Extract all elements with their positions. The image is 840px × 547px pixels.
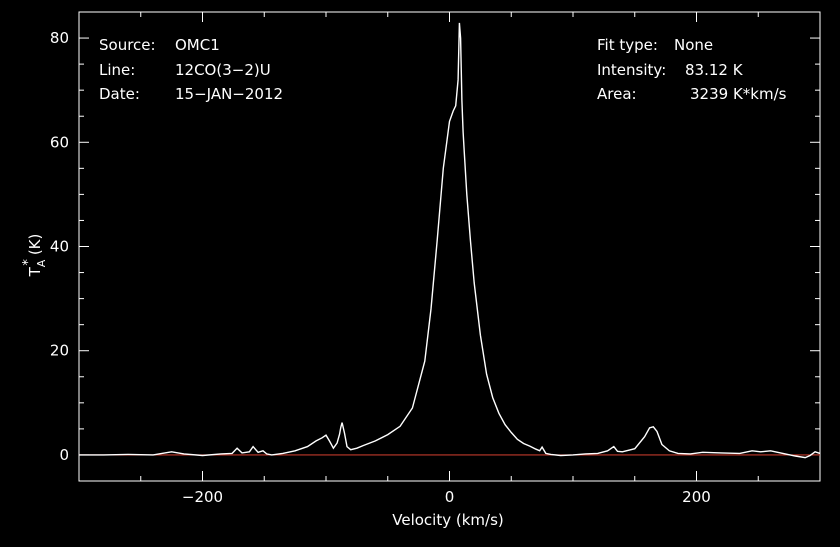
info-date-label: Date:: [99, 85, 140, 103]
y-tick-label: 20: [50, 342, 69, 360]
info-left: Source: OMC1 Line: 12CO(3−2)U Date: 15−J…: [99, 36, 283, 103]
y-tick-label: 80: [50, 29, 69, 47]
y-axis-ticks: 0 20 40 60 80: [50, 11, 820, 464]
svg-text:TA*(K): TA* (K): [21, 234, 48, 278]
y-axis-label-subscript: A: [35, 259, 48, 267]
x-tick-label: −200: [182, 488, 223, 506]
y-tick-label: 0: [59, 446, 69, 464]
y-axis-label-unit: (K): [26, 234, 44, 256]
y-axis-label-main: T: [26, 266, 44, 277]
y-tick-label: 60: [50, 133, 69, 151]
spectrum-series-line: [79, 22, 821, 459]
x-tick-label: 200: [682, 488, 711, 506]
info-intensity-value: 83.12 K: [685, 61, 744, 79]
y-axis-label: TA* (K): [21, 234, 48, 278]
info-right: Fit type: None Intensity: 83.12 K Area: …: [597, 36, 787, 103]
info-intensity-label: Intensity:: [597, 61, 666, 79]
info-fit-type-label: Fit type:: [597, 36, 658, 54]
y-axis-label-superscript: *: [21, 259, 36, 266]
info-source-label: Source:: [99, 36, 156, 54]
info-area-value: 3239 K*km/s: [690, 85, 787, 103]
info-fit-type-value: None: [674, 36, 713, 54]
info-line-value: 12CO(3−2)U: [175, 61, 271, 79]
x-axis-ticks: −200 0 200: [78, 12, 821, 506]
x-tick-label: 0: [445, 488, 455, 506]
info-source-value: OMC1: [175, 36, 220, 54]
x-axis-label: Velocity (km/s): [392, 511, 503, 529]
y-tick-label: 40: [50, 238, 69, 256]
info-area-label: Area:: [597, 85, 637, 103]
info-date-value: 15−JAN−2012: [175, 85, 283, 103]
info-line-label: Line:: [99, 61, 135, 79]
